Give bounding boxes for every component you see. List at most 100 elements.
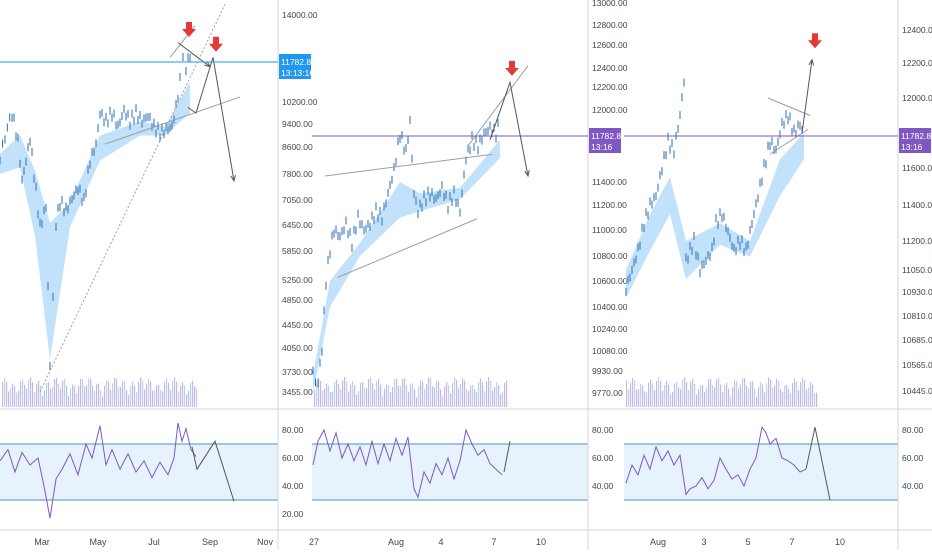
volume-bar xyxy=(690,381,692,407)
volume-bar xyxy=(456,379,458,407)
volume-bar xyxy=(722,392,724,407)
price-tick-label: 11600.00 xyxy=(902,163,932,173)
volume-bar xyxy=(122,380,124,407)
volume-bar xyxy=(768,377,770,407)
volume-bar xyxy=(28,379,30,407)
volume-bar xyxy=(74,385,76,407)
volume-bar xyxy=(782,391,784,407)
volume-bar xyxy=(182,382,184,407)
price-tick-label: 4050.00 xyxy=(282,343,313,353)
price-tick-label: 12400.00 xyxy=(592,63,628,73)
price-tick-label: 12600.00 xyxy=(592,40,628,50)
rsi-line xyxy=(625,425,807,496)
volume-bar xyxy=(666,380,668,407)
volume-bar xyxy=(656,380,658,407)
time-tick-label: 27 xyxy=(309,537,319,547)
volume-bar xyxy=(14,386,16,407)
price-tick-label: 10400.00 xyxy=(592,302,628,312)
volume-bar xyxy=(420,380,422,407)
volume-bar xyxy=(802,377,804,407)
price-tick-label: 6450.00 xyxy=(282,220,313,230)
volume-bar xyxy=(482,382,484,407)
volume-bar xyxy=(78,385,80,407)
price-tick-label: 3455.00 xyxy=(282,387,313,397)
volume-bar xyxy=(746,385,748,407)
volume-bar xyxy=(750,381,752,407)
volume-bar xyxy=(76,392,78,407)
volume-bar xyxy=(488,377,490,407)
volume-bar xyxy=(452,382,454,407)
price-tick-label: 7800.00 xyxy=(282,169,313,179)
rsi-tick-label: 40.00 xyxy=(592,481,614,491)
volume-bar xyxy=(720,384,722,407)
volume-bar xyxy=(688,390,690,407)
rsi-tick-label: 80.00 xyxy=(592,425,614,435)
volume-bar xyxy=(390,392,392,407)
price-tick-label: 3730.00 xyxy=(282,367,313,377)
volume-bar xyxy=(758,387,760,407)
volume-bar xyxy=(472,384,474,407)
current-price-countdown: 13:16 xyxy=(591,142,613,152)
volume-bar xyxy=(504,382,506,407)
price-tick-label: 10810.00 xyxy=(902,311,932,321)
volume-bar xyxy=(342,380,344,407)
volume-bar xyxy=(388,385,390,407)
rsi-tick-label: 80.00 xyxy=(902,425,924,435)
volume-bar xyxy=(792,382,794,407)
red-down-arrow xyxy=(182,21,196,37)
volume-bar xyxy=(702,385,704,407)
volume-bar xyxy=(22,379,24,407)
volume-bar xyxy=(176,381,178,407)
current-price-label-bg xyxy=(899,128,931,153)
price-tick-label: 10565.00 xyxy=(902,360,932,370)
time-tick-label: Aug xyxy=(650,537,666,547)
price-tick-label: 10930.00 xyxy=(902,287,932,297)
volume-bar xyxy=(442,395,444,407)
price-tick-label: 10800.00 xyxy=(592,251,628,261)
volume-bar xyxy=(190,382,192,407)
volume-bar xyxy=(484,390,486,407)
rsi-tick-label: 60.00 xyxy=(592,453,614,463)
volume-bar xyxy=(386,384,388,407)
volume-bar xyxy=(674,383,676,407)
volume-bar xyxy=(154,390,156,407)
volume-bar xyxy=(366,387,368,407)
projection-arrowhead xyxy=(524,169,530,178)
volume-bar xyxy=(324,388,326,407)
volume-bar xyxy=(754,388,756,407)
price-tick-label: 4850.00 xyxy=(282,295,313,305)
volume-bar xyxy=(326,383,328,407)
volume-bar xyxy=(150,381,152,407)
volume-bar xyxy=(132,382,134,407)
price-tick-label: 11200.00 xyxy=(902,236,932,246)
volume-bar xyxy=(72,384,74,407)
volume-bar xyxy=(814,393,816,407)
price-tick-label: 11050.00 xyxy=(902,265,932,275)
volume-bar xyxy=(798,390,800,407)
volume-bar xyxy=(82,379,84,407)
volume-bar xyxy=(710,378,712,407)
volume-bar xyxy=(130,386,132,407)
volume-bar xyxy=(462,378,464,407)
volume-bar xyxy=(136,392,138,407)
volume-bar xyxy=(790,393,792,407)
volume-bar xyxy=(696,394,698,407)
volume-bar xyxy=(670,394,672,407)
volume-bar xyxy=(678,387,680,407)
volume-bar xyxy=(196,388,198,407)
volume-bar xyxy=(120,386,122,407)
volume-bar xyxy=(506,380,508,407)
projection-path xyxy=(801,59,813,134)
price-tick-label: 9930.00 xyxy=(592,366,623,376)
volume-bar xyxy=(348,391,350,407)
time-tick-label: 7 xyxy=(789,537,794,547)
volume-bar xyxy=(490,380,492,407)
time-tick-label: 3 xyxy=(701,537,706,547)
red-down-arrow xyxy=(808,33,822,49)
volume-bar xyxy=(662,390,664,407)
volume-bar xyxy=(178,391,180,407)
volume-bar xyxy=(56,377,58,407)
volume-bar xyxy=(812,384,814,407)
